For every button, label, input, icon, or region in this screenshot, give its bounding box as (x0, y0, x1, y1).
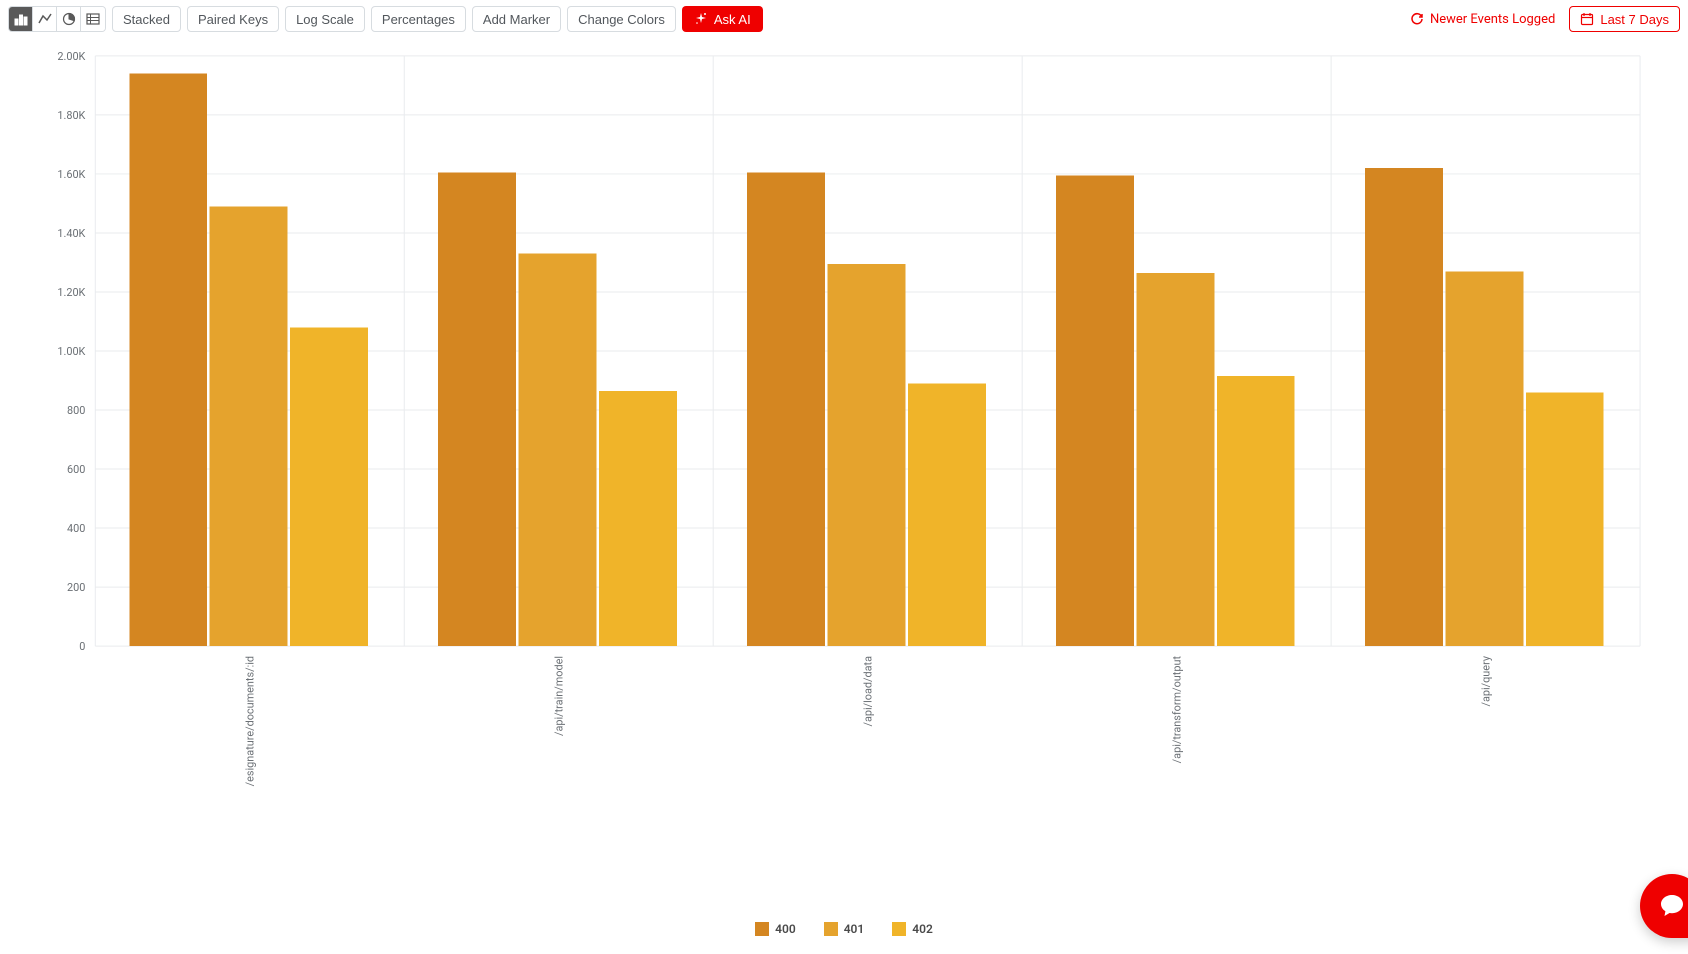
date-range-label: Last 7 Days (1600, 12, 1669, 27)
y-tick-label: 2.00K (57, 50, 85, 63)
bar[interactable] (908, 383, 986, 646)
x-axis-label: /esignature/documents/:id (244, 656, 257, 786)
change-colors-button[interactable]: Change Colors (567, 6, 676, 32)
y-tick-label: 1.00K (57, 345, 85, 358)
bar[interactable] (1217, 376, 1295, 646)
x-axis-label: /api/query (1480, 655, 1493, 706)
bar[interactable] (747, 172, 825, 646)
bar[interactable] (1445, 271, 1523, 646)
bar[interactable] (828, 264, 906, 646)
calendar-icon (1580, 12, 1594, 26)
legend-label: 400 (775, 922, 796, 936)
stacked-button[interactable]: Stacked (112, 6, 181, 32)
y-tick-label: 400 (67, 522, 85, 535)
legend-item[interactable]: 401 (824, 922, 865, 936)
legend-swatch (892, 922, 906, 936)
y-tick-label: 1.60K (57, 168, 85, 181)
ask-ai-button[interactable]: Ask AI (682, 6, 763, 32)
y-tick-label: 800 (67, 404, 85, 417)
bar[interactable] (129, 74, 207, 646)
sparkle-icon (694, 12, 708, 26)
bar[interactable] (519, 254, 597, 646)
bar[interactable] (599, 391, 677, 646)
y-tick-label: 200 (67, 581, 85, 594)
x-axis-label: /api/load/data (862, 656, 875, 727)
chart-legend: 400 401 402 (0, 922, 1688, 936)
date-range-button[interactable]: Last 7 Days (1569, 6, 1680, 32)
legend-swatch (755, 922, 769, 936)
chat-icon (1658, 892, 1686, 920)
pie-chart-icon (62, 12, 76, 26)
percentages-button[interactable]: Percentages (371, 6, 466, 32)
bar[interactable] (290, 327, 368, 646)
table-icon (86, 12, 100, 26)
legend-item[interactable]: 400 (755, 922, 796, 936)
chart-type-line[interactable] (33, 7, 57, 31)
legend-label: 402 (912, 922, 933, 936)
bar[interactable] (1136, 273, 1214, 646)
y-tick-label: 0 (79, 640, 85, 653)
legend-swatch (824, 922, 838, 936)
toolbar: Stacked Paired Keys Log Scale Percentage… (0, 0, 1688, 38)
refresh-icon (1410, 12, 1424, 26)
add-marker-button[interactable]: Add Marker (472, 6, 561, 32)
bar[interactable] (438, 172, 516, 646)
paired-keys-button[interactable]: Paired Keys (187, 6, 279, 32)
y-tick-label: 1.40K (57, 227, 85, 240)
newer-events-label: Newer Events Logged (1430, 12, 1555, 27)
bar-chart-icon (14, 12, 28, 26)
y-tick-label: 1.20K (57, 286, 85, 299)
y-tick-label: 600 (67, 463, 85, 476)
x-axis-label: /api/train/model (553, 656, 566, 736)
ask-ai-label: Ask AI (714, 12, 751, 27)
bar[interactable] (1365, 168, 1443, 646)
bar[interactable] (210, 206, 288, 646)
bar[interactable] (1526, 392, 1604, 646)
line-chart-icon (38, 12, 52, 26)
bar[interactable] (1056, 175, 1134, 646)
log-scale-button[interactable]: Log Scale (285, 6, 365, 32)
y-tick-label: 1.80K (57, 109, 85, 122)
chart-svg: 0 200 400 600 800 1.00K 1.20K 1.40K 1.60K 1.80K 2.… (8, 46, 1664, 858)
legend-item[interactable]: 402 (892, 922, 933, 936)
legend-label: 401 (844, 922, 865, 936)
chart-container: 0 200 400 600 800 1.00K 1.20K 1.40K 1.60K 1.80K 2.… (0, 38, 1688, 858)
chart-type-selector (8, 6, 106, 32)
x-axis-label: /api/transform/output (1171, 656, 1184, 764)
chart-type-bar[interactable] (9, 7, 33, 31)
newer-events-link[interactable]: Newer Events Logged (1402, 12, 1563, 27)
chart-type-pie[interactable] (57, 7, 81, 31)
chart-type-table[interactable] (81, 7, 105, 31)
